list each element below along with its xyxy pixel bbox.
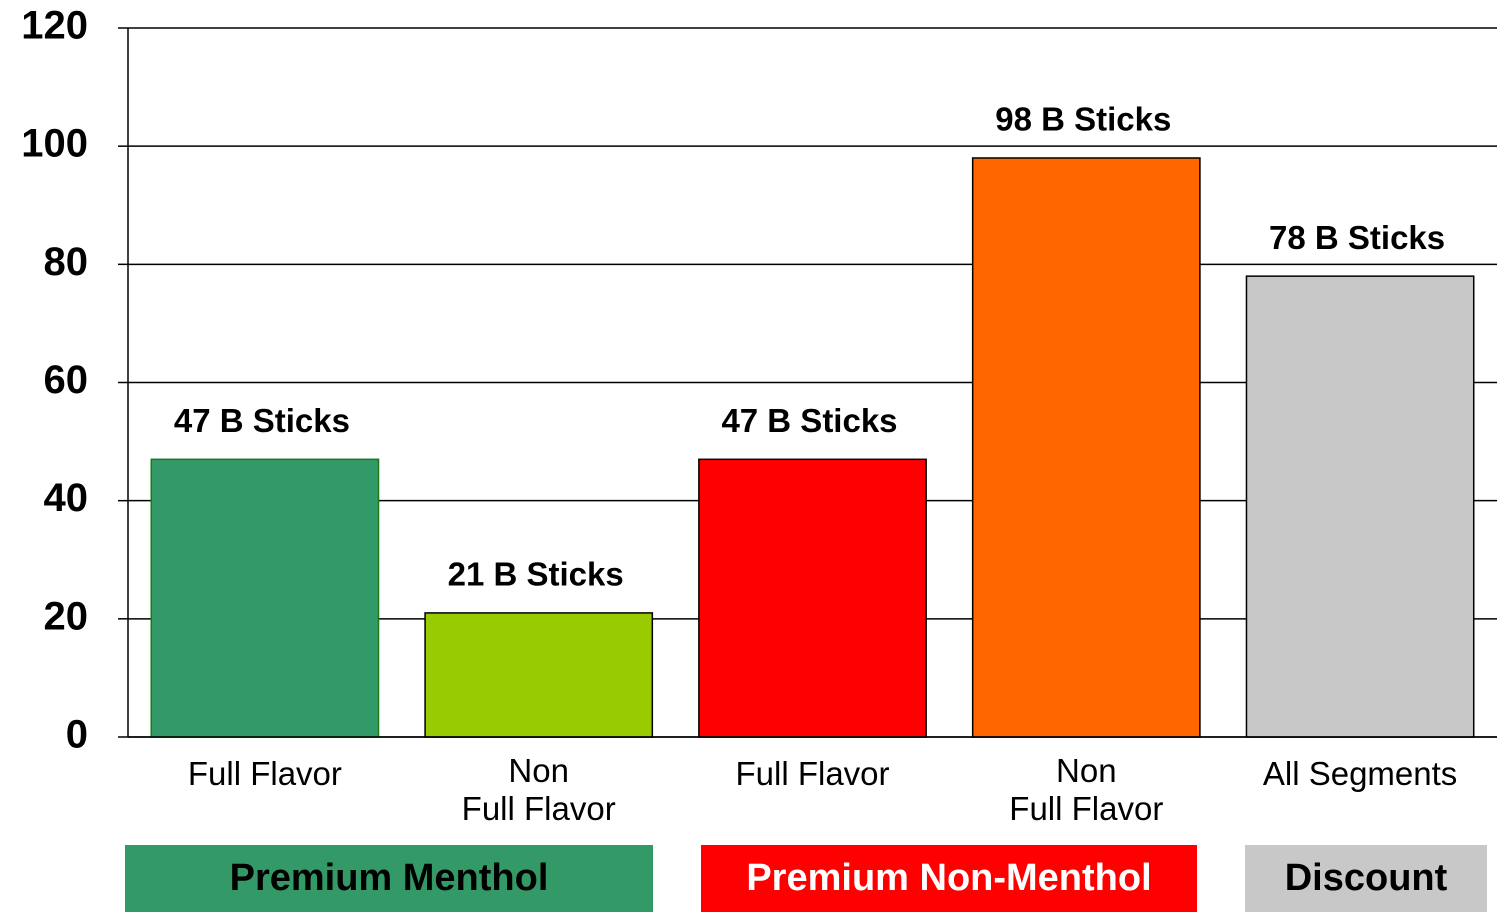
y-tick-label: 0 (66, 713, 88, 757)
data-label: 21 B Sticks (448, 556, 624, 593)
data-label: 47 B Sticks (721, 402, 897, 439)
bar (424, 612, 654, 738)
group-label: Premium Non-Menthol (701, 845, 1197, 912)
bar (971, 157, 1201, 738)
data-label: 98 B Sticks (995, 101, 1171, 138)
y-tick-label: 60 (44, 358, 89, 402)
data-label: 47 B Sticks (174, 402, 350, 439)
y-tick-label: 80 (44, 240, 89, 284)
data-label: 78 B Sticks (1269, 219, 1445, 256)
x-tick-label: Full Flavor (187, 755, 342, 792)
bar (698, 458, 927, 738)
x-tick-label: Non Full Flavor (1009, 752, 1164, 827)
y-tick-label: 100 (21, 122, 88, 166)
x-tick-label: Non Full Flavor (461, 752, 616, 827)
group-label: Premium Menthol (125, 845, 653, 912)
y-tick-label: 120 (21, 4, 88, 48)
y-tick-label: 40 (44, 476, 89, 520)
x-tick-label: All Segments (1262, 755, 1458, 792)
group-label: Discount (1245, 845, 1487, 912)
x-tick-label: Full Flavor (735, 755, 890, 792)
y-tick-label: 20 (44, 594, 89, 638)
bar (1245, 275, 1475, 738)
bar (150, 458, 380, 738)
